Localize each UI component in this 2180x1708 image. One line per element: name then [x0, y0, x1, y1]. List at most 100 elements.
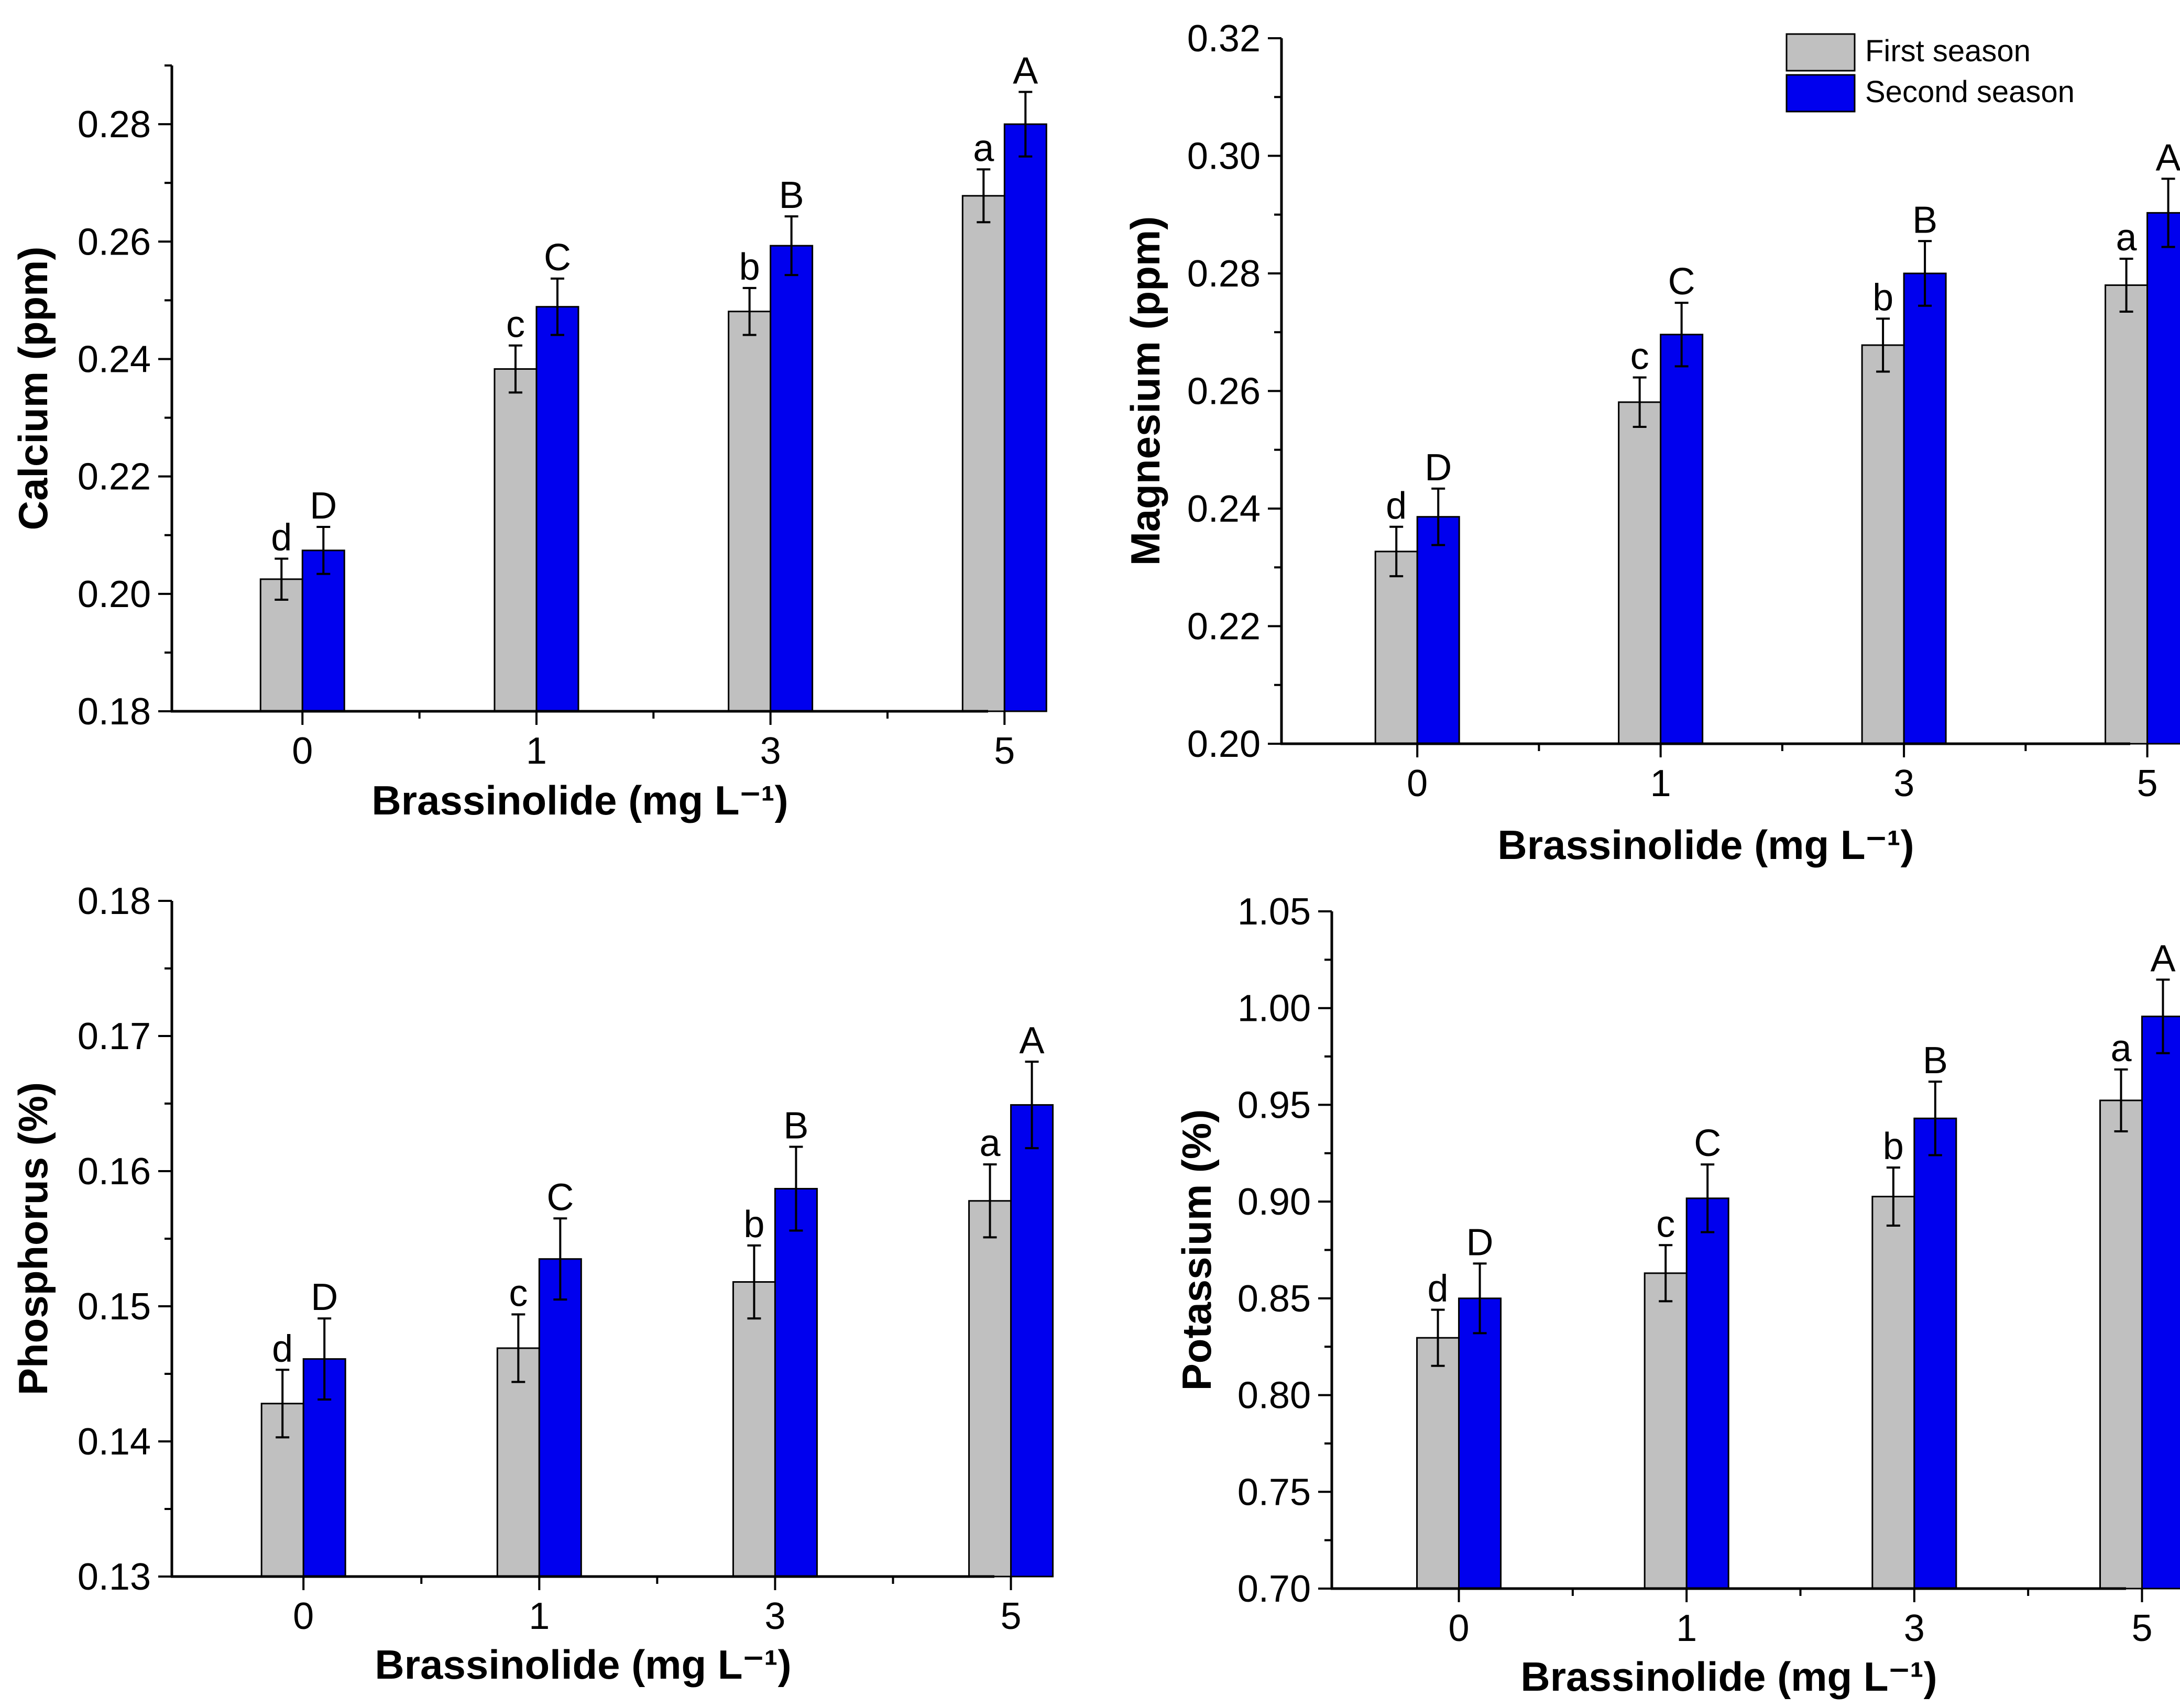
y-tick-label: 0.28: [78, 104, 151, 146]
bar-first-season-0: [259, 578, 303, 712]
significance-letter: C: [1694, 1122, 1721, 1164]
significance-letter: c: [509, 1272, 528, 1314]
significance-letter: D: [1425, 447, 1452, 489]
y-tick-label: 0.22: [78, 456, 151, 498]
y-tick-label: 0.70: [1237, 1568, 1311, 1610]
bar-second-season-0: [1416, 516, 1460, 745]
bar-second-season-1: [538, 1258, 582, 1578]
bar-second-season-5: [2146, 212, 2180, 745]
x-tick-label: 0: [293, 1595, 314, 1637]
significance-letter: C: [1668, 261, 1695, 303]
bar-first-season-1: [1618, 401, 1662, 745]
significance-letter: C: [544, 237, 571, 279]
y-tick-label: 0.20: [78, 574, 151, 615]
y-tick-label: 1.05: [1237, 891, 1311, 933]
bar-second-season-0: [1458, 1297, 1502, 1590]
chart-panel-1: dD 0 cC 1 bB 3 aA 5 0.18 0.20 0.22 0.24 0.26 0.28 Bras…: [10, 50, 1047, 823]
bar-first-season-3: [1871, 1196, 1915, 1590]
bar-second-season-3: [1913, 1117, 1957, 1590]
y-tick-label: 0.26: [1187, 371, 1261, 413]
y-tick-label: 0.14: [78, 1421, 151, 1463]
y-tick-label: 0.24: [78, 338, 151, 380]
bar-second-season-5: [1003, 123, 1047, 712]
bar-first-season-0: [1416, 1337, 1460, 1590]
significance-letter: d: [271, 517, 292, 559]
y-tick-label: 0.18: [78, 880, 151, 922]
x-tick-label: 1: [529, 1595, 550, 1637]
significance-letter: B: [1912, 199, 1937, 241]
bar-first-season-5: [2105, 284, 2149, 745]
x-axis-label: Brassinolide (mg L⁻¹): [1497, 822, 1914, 868]
bar-second-season-3: [770, 245, 814, 712]
y-tick-label: 0.26: [78, 221, 151, 263]
significance-letter: d: [1428, 1268, 1449, 1310]
significance-letter: d: [1386, 485, 1407, 527]
significance-letter: D: [311, 1276, 338, 1318]
y-tick-label: 0.85: [1237, 1278, 1311, 1320]
bar-second-season-3: [1903, 272, 1947, 745]
legend-swatch: [1785, 33, 1856, 72]
significance-letter: a: [980, 1122, 1001, 1164]
significance-letter: B: [779, 174, 804, 216]
x-tick-label: 3: [764, 1595, 785, 1637]
y-tick-label: 0.22: [1187, 606, 1261, 648]
bar-first-season-5: [968, 1200, 1012, 1578]
bar-first-season-1: [1644, 1272, 1688, 1590]
significance-letter: B: [1923, 1040, 1948, 1082]
y-tick-label: 0.80: [1237, 1375, 1311, 1417]
significance-letter: c: [506, 304, 525, 346]
y-axis-label: Calcium (ppm): [10, 247, 56, 531]
significance-letter: a: [2116, 217, 2138, 259]
x-tick-label: 3: [1893, 763, 1914, 805]
x-tick-label: 0: [1407, 763, 1428, 805]
x-tick-label: 5: [2137, 763, 2158, 805]
x-tick-label: 5: [2131, 1607, 2152, 1649]
significance-letter: a: [973, 127, 994, 169]
legend-swatch: [1785, 74, 1856, 113]
bar-second-season-1: [1660, 334, 1704, 745]
bar-first-season-3: [728, 311, 772, 712]
chart-panel-4: dD 0 cC 1 b B 3 a A 5 0.70 0.75 0.80 0.85 0.90 0.95 1.00…: [1174, 891, 2180, 1700]
significance-letter: c: [1656, 1203, 1675, 1245]
y-axis-label: Phosphorus (%): [10, 1082, 56, 1395]
y-tick-label: 0.13: [78, 1556, 151, 1598]
y-tick-label: 0.20: [1187, 723, 1261, 765]
x-axis-label: Brassinolide (mg L⁻¹): [375, 1641, 791, 1688]
significance-letter: b: [1872, 277, 1893, 318]
y-tick-label: 0.24: [1187, 488, 1261, 530]
significance-letter: a: [2110, 1028, 2132, 1070]
x-tick-label: 0: [292, 730, 313, 772]
x-tick-label: 1: [1650, 763, 1671, 805]
legend-label: First season: [1865, 34, 2031, 68]
significance-letter: A: [2150, 938, 2175, 979]
x-tick-label: 1: [1676, 1607, 1697, 1649]
legend: First season Second season: [1785, 33, 2075, 113]
x-tick-label: 0: [1449, 1607, 1470, 1649]
bar-first-season-1: [494, 368, 538, 712]
y-tick-label: 0.16: [78, 1151, 151, 1193]
x-tick-label: 5: [994, 730, 1015, 772]
significance-letter: c: [1630, 336, 1649, 378]
y-tick-label: 0.32: [1187, 18, 1261, 60]
y-tick-label: 0.75: [1237, 1471, 1311, 1513]
significance-letter: C: [546, 1176, 574, 1218]
significance-letter: B: [783, 1105, 808, 1147]
chart-panel-2: dD 0 cC 1 bB 3 aA 5 0.20 0.22 0.24 0.26 0.28 0.30 0.32…: [1122, 18, 2180, 868]
y-tick-label: 0.15: [78, 1286, 151, 1328]
significance-letter: b: [1883, 1126, 1904, 1167]
y-tick-label: 1.00: [1237, 988, 1311, 1030]
significance-letter: A: [2156, 137, 2180, 179]
bar-second-season-1: [535, 306, 579, 712]
y-tick-label: 0.95: [1237, 1084, 1311, 1126]
y-tick-label: 0.30: [1187, 136, 1261, 178]
bar-first-season-5: [2099, 1099, 2143, 1590]
significance-letter: A: [1013, 50, 1038, 92]
significance-letter: D: [1466, 1221, 1494, 1263]
y-tick-label: 0.18: [78, 691, 151, 733]
x-tick-label: 3: [1904, 1607, 1925, 1649]
bar-second-season-1: [1685, 1197, 1729, 1590]
bar-first-season-5: [961, 195, 1005, 712]
bar-second-season-5: [2141, 1016, 2180, 1590]
y-tick-label: 0.28: [1187, 253, 1261, 295]
